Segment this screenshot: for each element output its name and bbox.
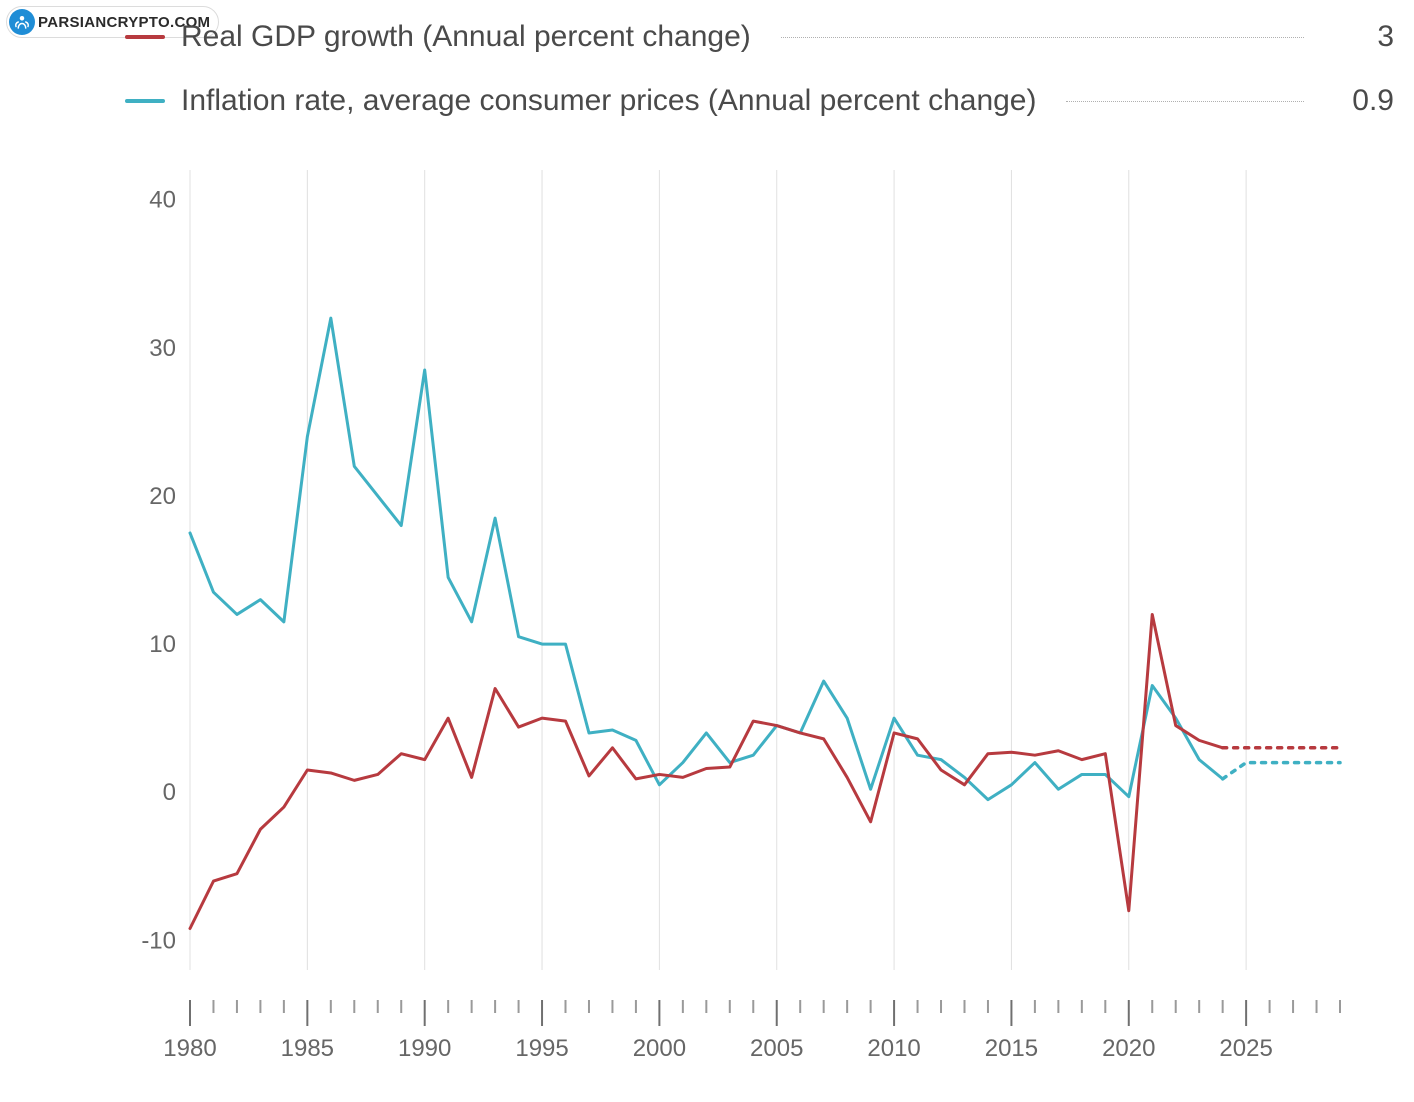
- svg-text:2025: 2025: [1219, 1035, 1272, 1062]
- svg-text:2010: 2010: [867, 1035, 920, 1062]
- chart-legend: Real GDP growth (Annual percent change) …: [125, 20, 1394, 148]
- svg-text:2020: 2020: [1102, 1035, 1155, 1062]
- legend-swatch-gdp: [125, 35, 165, 39]
- svg-text:-10: -10: [141, 927, 176, 954]
- legend-label-gdp: Real GDP growth (Annual percent change): [181, 20, 751, 54]
- svg-text:2005: 2005: [750, 1035, 803, 1062]
- legend-value-gdp: 3: [1334, 20, 1394, 54]
- legend-item-inflation: Inflation rate, average consumer prices …: [125, 84, 1394, 118]
- svg-text:1990: 1990: [398, 1035, 451, 1062]
- watermark-logo-icon: [9, 9, 35, 35]
- legend-item-gdp: Real GDP growth (Annual percent change) …: [125, 20, 1394, 54]
- svg-text:2000: 2000: [633, 1035, 686, 1062]
- svg-text:2015: 2015: [985, 1035, 1038, 1062]
- legend-value-inflation: 0.9: [1334, 84, 1394, 118]
- svg-text:1995: 1995: [515, 1035, 568, 1062]
- svg-text:30: 30: [149, 335, 176, 362]
- svg-text:1980: 1980: [163, 1035, 216, 1062]
- line-chart: 1980198519901995200020052010201520202025…: [120, 150, 1390, 1090]
- svg-text:1985: 1985: [281, 1035, 334, 1062]
- svg-text:10: 10: [149, 631, 176, 658]
- svg-text:0: 0: [163, 779, 176, 806]
- svg-text:40: 40: [149, 187, 176, 214]
- svg-text:20: 20: [149, 483, 176, 510]
- legend-label-inflation: Inflation rate, average consumer prices …: [181, 84, 1036, 118]
- legend-swatch-inflation: [125, 99, 165, 103]
